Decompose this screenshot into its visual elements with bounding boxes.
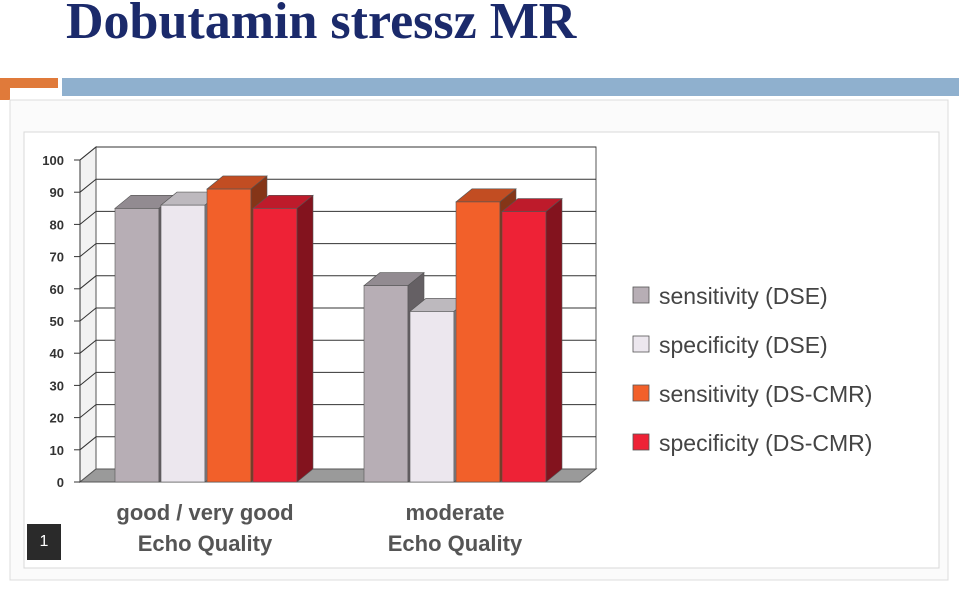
y-tick-label: 20: [50, 411, 64, 426]
bar-front: [455, 201, 501, 483]
category-label-line: moderate: [405, 500, 504, 525]
gridline: [79, 243, 596, 257]
slide-title: Dobutamin stressz MR: [66, 0, 577, 50]
y-tick-label: 60: [50, 282, 64, 297]
y-tick-label: 90: [50, 185, 64, 200]
legend-label: specificity (DS-CMR): [659, 430, 872, 456]
y-tick-label: 70: [50, 250, 64, 265]
y-tick-label: 30: [50, 378, 64, 393]
category-label-line: Echo Quality: [388, 531, 523, 556]
bar: [501, 197, 563, 483]
bar: [252, 194, 314, 483]
accent-blue-bar: [62, 78, 959, 96]
gridline: [79, 178, 596, 193]
y-tick-label: 50: [50, 314, 64, 329]
category-label-line: good / very good: [116, 500, 293, 525]
category-label: good / very good Echo Quality: [116, 500, 293, 556]
bar-front: [409, 311, 455, 483]
bar-front: [363, 285, 409, 483]
slide-number: 1: [27, 524, 61, 560]
bar-front: [252, 208, 298, 483]
bar-front: [501, 211, 547, 483]
legend-label: specificity (DSE): [659, 332, 828, 358]
gridline: [79, 275, 596, 290]
legend-label: sensitivity (DSE): [659, 283, 828, 309]
y-tick-label: 100: [42, 153, 64, 168]
bar-front: [160, 204, 206, 483]
category-label: moderate Echo Quality: [388, 500, 523, 556]
accent-orange-cutout: [10, 88, 58, 100]
y-tick-label: 10: [50, 443, 64, 458]
bar-side: [545, 197, 563, 483]
legend-swatch: [632, 384, 650, 402]
legend-swatch: [632, 286, 650, 304]
y-tick-label: 0: [57, 475, 64, 490]
bar-front: [206, 188, 252, 483]
gridline: [79, 146, 596, 161]
legend-label: sensitivity (DS-CMR): [659, 381, 872, 407]
y-tick-label: 40: [50, 346, 64, 361]
gridline: [79, 210, 596, 225]
chart-plot-area: 0 10 20 30 40 50 60 70 80 90 100 good / very good Ec…: [42, 145, 872, 556]
bar-side: [296, 194, 314, 483]
y-tick-label: 80: [50, 217, 64, 232]
bar-front: [114, 208, 160, 483]
category-label-line: Echo Quality: [138, 531, 273, 556]
legend-swatch: [632, 335, 650, 353]
legend-swatch: [632, 433, 650, 451]
